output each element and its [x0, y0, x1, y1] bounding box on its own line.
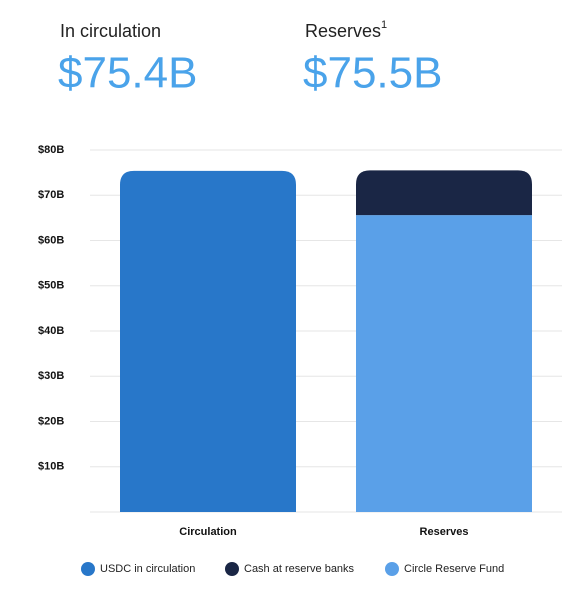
- legend-swatch: [81, 562, 95, 576]
- stat-label: In circulation: [60, 21, 161, 41]
- y-tick-label: $70B: [38, 189, 64, 201]
- bar-segment: [356, 170, 532, 216]
- legend-label: USDC in circulation: [100, 563, 195, 575]
- stat-value: $75.5B: [303, 49, 442, 98]
- stat-value: $75.4B: [58, 49, 197, 98]
- y-tick-label: $30B: [38, 370, 64, 382]
- y-tick-label: $10B: [38, 461, 64, 473]
- legend-label: Cash at reserve banks: [244, 563, 355, 575]
- y-tick-label: $40B: [38, 325, 64, 337]
- stat-label: Reserves1: [305, 19, 387, 41]
- legend-swatch: [385, 562, 399, 576]
- x-tick-label: Reserves: [420, 526, 469, 538]
- stat-label-text: Reserves: [305, 21, 381, 41]
- bar-segment: [356, 215, 532, 512]
- bar-segment: [120, 170, 296, 512]
- x-tick-label: Circulation: [179, 526, 237, 538]
- y-tick-label: $60B: [38, 234, 64, 246]
- y-tick-label: $50B: [38, 280, 64, 292]
- legend-swatch: [225, 562, 239, 576]
- legend-label: Circle Reserve Fund: [404, 563, 504, 575]
- y-tick-label: $20B: [38, 415, 64, 427]
- y-tick-label: $80B: [38, 144, 64, 156]
- footnote: 1: [381, 19, 387, 31]
